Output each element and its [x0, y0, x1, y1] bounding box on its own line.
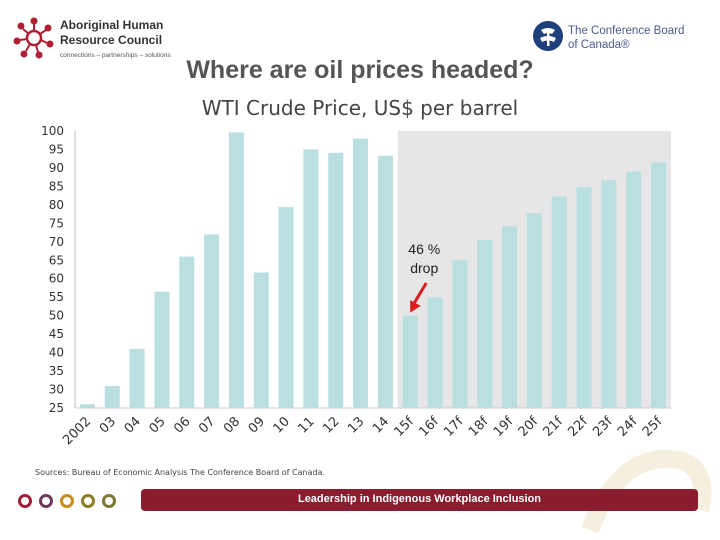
footer-dot-4: [81, 494, 95, 508]
footer-banner: Leadership in Indigenous Workplace Inclu…: [141, 489, 698, 511]
footer-dots: [18, 491, 116, 511]
y-tick-label: 95: [49, 142, 64, 156]
chart-title: WTI Crude Price, US$ per barrel: [201, 96, 519, 120]
bar-18f: [477, 239, 493, 408]
x-tick-label: 05: [146, 414, 168, 436]
annotation-text-line1: 46 %: [408, 241, 440, 257]
y-tick-label: 90: [49, 161, 64, 175]
conference-board-name: The Conference Board of Canada®: [568, 24, 684, 52]
x-tick-label: 03: [97, 414, 119, 436]
y-tick-label: 25: [49, 401, 64, 415]
y-tick-label: 35: [49, 364, 64, 378]
x-tick-label: 11: [295, 414, 317, 436]
conference-board-line2: of Canada®: [568, 39, 630, 51]
bar-16f: [427, 297, 443, 408]
x-tick-label: 07: [196, 414, 218, 436]
y-tick-label: 30: [49, 383, 64, 397]
bar-09: [253, 272, 269, 408]
x-tick-label: 17f: [441, 414, 467, 440]
conference-board-logo: The Conference Board of Canada®: [532, 18, 702, 58]
x-tick-label: 15f: [392, 414, 418, 440]
bar-23f: [601, 180, 617, 408]
bar-04: [129, 348, 145, 408]
footer-dot-2: [39, 494, 53, 508]
y-tick-label: 40: [49, 346, 64, 360]
footer-banner-text: Leadership in Indigenous Workplace Inclu…: [297, 493, 542, 505]
x-tick-label: 08: [221, 414, 243, 436]
y-tick-label: 80: [49, 198, 64, 212]
x-tick-label: 16f: [416, 414, 442, 440]
y-tick-label: 55: [49, 290, 64, 304]
bar-24f: [626, 171, 642, 408]
x-tick-label: 25f: [640, 414, 666, 440]
bar-25f: [651, 162, 667, 408]
footer-dot-1: [18, 494, 32, 508]
x-tick-label: 24f: [615, 414, 641, 440]
x-tick-label: 14: [370, 414, 392, 436]
x-tick-label: 04: [122, 414, 144, 436]
conference-board-line1: The Conference Board: [568, 25, 685, 37]
y-tick-label: 100: [41, 124, 64, 138]
y-tick-label: 60: [49, 272, 64, 286]
bar-20f: [526, 212, 542, 408]
org-name-line1: Aboriginal Human: [60, 18, 164, 32]
x-tick-label: 20f: [516, 414, 542, 440]
sources-note: Sources: Bureau of Economic Analysis The…: [35, 468, 325, 477]
footer: Leadership in Indigenous Workplace Inclu…: [18, 488, 708, 514]
x-tick-label: 12: [320, 414, 342, 436]
footer-dot-5: [102, 494, 116, 508]
x-tick-label: 22f: [565, 414, 591, 440]
bar-2002: [79, 404, 95, 408]
x-tick-label: 2002: [60, 414, 94, 448]
star-logo-icon: [13, 17, 54, 59]
org-name: Aboriginal Human Resource Council: [60, 18, 163, 48]
bar-22f: [576, 187, 592, 408]
annotation-text-line2: drop: [410, 260, 438, 276]
bar-06: [179, 256, 195, 408]
bar-13: [353, 138, 369, 409]
y-tick-label: 75: [49, 216, 64, 230]
x-tick-label: 19f: [491, 414, 517, 440]
footer-dot-3: [60, 494, 74, 508]
bar-19f: [502, 226, 518, 408]
x-tick-label: 18f: [466, 414, 492, 440]
bar-11: [303, 149, 319, 408]
aboriginal-hr-council-logo: Aboriginal Human Resource Council connec…: [12, 14, 182, 66]
bar-03: [104, 385, 120, 408]
bar-17f: [452, 260, 468, 408]
org-name-line2: Resource Council: [60, 33, 163, 47]
y-tick-label: 45: [49, 327, 64, 341]
x-tick-label: 10: [271, 414, 293, 436]
bar-08: [228, 132, 244, 408]
x-tick-label: 13: [345, 414, 367, 436]
y-tick-label: 50: [49, 309, 64, 323]
bar-14: [377, 155, 393, 408]
bar-12: [328, 152, 344, 408]
globe-logo-icon: [533, 21, 563, 51]
page-title: Where are oil prices headed?: [186, 56, 534, 84]
bar-10: [278, 207, 294, 408]
y-tick-label: 85: [49, 179, 64, 193]
annotation-arrow-head: [410, 300, 421, 313]
x-tick-label: 21f: [541, 414, 567, 440]
x-tick-label: 23f: [590, 414, 616, 440]
bar-07: [204, 234, 220, 408]
y-tick-label: 70: [49, 235, 64, 249]
x-tick-label: 06: [171, 414, 193, 436]
bar-21f: [551, 196, 567, 408]
bar-05: [154, 291, 170, 408]
bar-15f: [402, 315, 418, 408]
y-tick-label: 65: [49, 253, 64, 267]
org-tagline: connections – partnerships – solutions: [60, 52, 171, 59]
x-tick-label: 09: [246, 414, 268, 436]
annotation-arrow-shaft: [411, 282, 428, 306]
